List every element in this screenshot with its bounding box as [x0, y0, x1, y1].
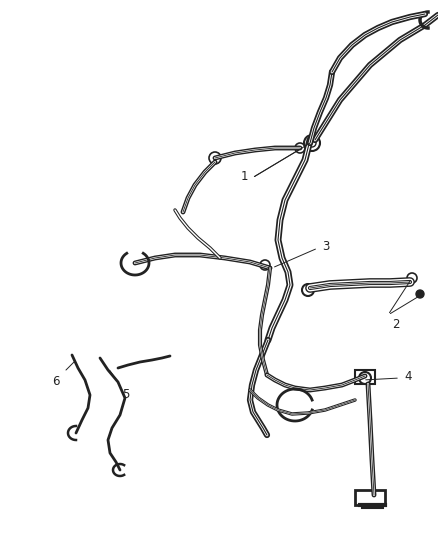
Circle shape: [416, 290, 424, 298]
Bar: [355, 490, 385, 505]
Bar: [355, 370, 375, 384]
Text: 2: 2: [392, 318, 399, 331]
Text: 4: 4: [404, 369, 411, 383]
Text: 1: 1: [240, 169, 248, 182]
Text: 5: 5: [122, 388, 129, 401]
Text: 3: 3: [322, 239, 329, 253]
Text: 6: 6: [53, 375, 60, 388]
